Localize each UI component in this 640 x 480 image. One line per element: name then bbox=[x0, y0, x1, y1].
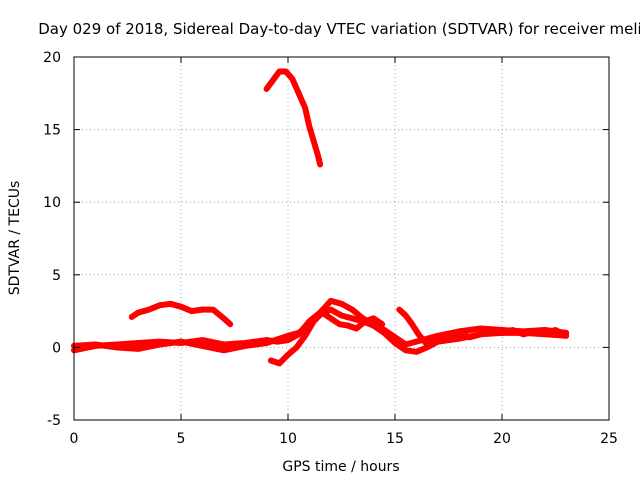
y-tick-label: 20 bbox=[43, 50, 61, 66]
plot-frame bbox=[73, 56, 610, 421]
series-points-4 bbox=[265, 68, 322, 168]
y-tick-label: 15 bbox=[43, 123, 61, 139]
x-axis-label: GPS time / hours bbox=[282, 459, 399, 475]
x-tick-label: 0 bbox=[70, 431, 79, 447]
x-tick-label: 15 bbox=[386, 431, 404, 447]
y-axis-label: SDTVAR / TECUs bbox=[7, 181, 23, 296]
y-tick-label: 10 bbox=[43, 195, 61, 211]
x-tick-label: 20 bbox=[493, 431, 511, 447]
series-points-3 bbox=[130, 302, 232, 328]
chart-title: Day 029 of 2018, Sidereal Day-to-day VTE… bbox=[38, 20, 640, 38]
x-tick-label: 10 bbox=[279, 431, 297, 447]
y-tick-label: 5 bbox=[52, 268, 61, 284]
y-tick-label: 0 bbox=[52, 340, 61, 356]
series-layer bbox=[71, 68, 570, 367]
tick-layer: 0 5 10 15 20 25 -5 0 5 10 15 20 bbox=[43, 50, 618, 447]
series-points-6 bbox=[397, 309, 566, 348]
y-tick-label: -5 bbox=[47, 413, 61, 429]
series-line-4 bbox=[263, 68, 324, 168]
x-tick-label: 5 bbox=[177, 431, 186, 447]
series-points-5 bbox=[269, 312, 384, 364]
grid-layer bbox=[74, 57, 609, 420]
x-tick-label: 25 bbox=[600, 431, 618, 447]
